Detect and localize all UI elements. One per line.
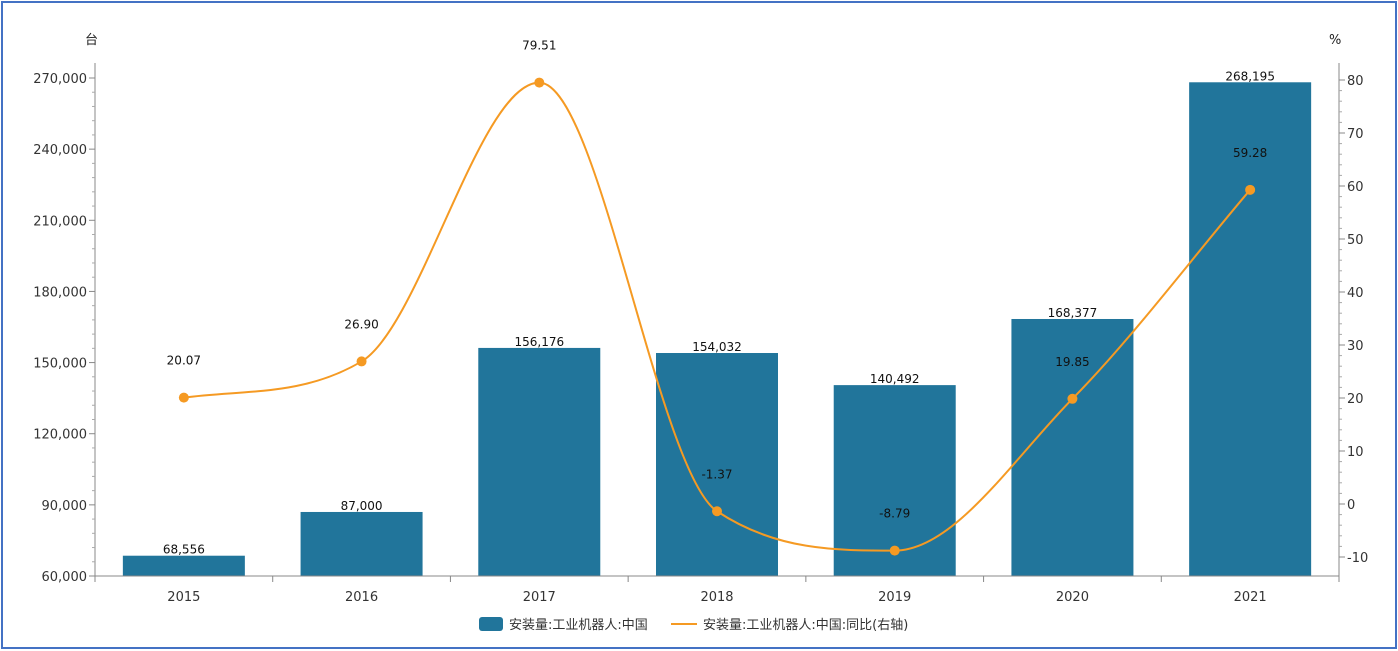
x-tick-label-2020: 2020: [1056, 590, 1089, 605]
x-tick-label-2018: 2018: [700, 590, 733, 605]
yoy-label-2021: 59.28: [1233, 146, 1267, 160]
right-tick-label: 60: [1347, 180, 1364, 195]
left-axis-unit: 台: [85, 33, 98, 48]
x-tick-label-2017: 2017: [523, 590, 556, 605]
bar-2021: [1189, 82, 1312, 576]
yoy-label-2017: 79.51: [522, 39, 556, 53]
legend-item-line[interactable]: 安装量:工业机器人:中国:同比(右轴): [671, 618, 908, 633]
left-tick-label: 180,000: [33, 285, 87, 300]
left-tick-label: 240,000: [33, 143, 87, 158]
x-tick-label-2019: 2019: [878, 590, 911, 605]
left-tick-label: 60,000: [42, 570, 88, 585]
right-tick-label: 50: [1347, 233, 1364, 248]
bar-label-2016: 87,000: [341, 499, 383, 513]
legend-label-line: 安装量:工业机器人:中国:同比(右轴): [703, 618, 908, 633]
yoy-label-2016: 26.90: [344, 317, 378, 331]
combo-chart: 台 % 68,556 87,000 156,176 154,032 140,492 168…: [33, 33, 1368, 633]
yoy-label-2018: -1.37: [701, 467, 732, 481]
x-tick-label-2015: 2015: [167, 590, 200, 605]
bar-label-2017: 156,176: [514, 335, 564, 349]
left-tick-label: 90,000: [42, 499, 88, 514]
right-tick-label: 30: [1347, 339, 1364, 354]
yoy-label-2020: 19.85: [1055, 355, 1089, 369]
right-tick-label: 80: [1347, 74, 1364, 89]
legend-label-bar: 安装量:工业机器人:中国: [509, 618, 648, 633]
yoy-label-2015: 20.07: [167, 354, 201, 368]
yoy-point-2021: [1245, 184, 1256, 195]
bar-2015: [122, 555, 245, 576]
legend: 安装量:工业机器人:中国 安装量:工业机器人:中国:同比(右轴): [479, 617, 908, 633]
bar-label-2021: 268,195: [1225, 69, 1275, 83]
left-tick-label: 270,000: [33, 72, 87, 87]
right-axis-unit: %: [1329, 33, 1341, 48]
right-tick-label: -10: [1347, 551, 1368, 566]
legend-swatch-bar: [479, 617, 503, 631]
right-tick-label: 70: [1347, 127, 1364, 142]
yoy-point-2016: [356, 356, 367, 367]
bar-label-2020: 168,377: [1048, 306, 1098, 320]
bar-2017: [478, 347, 601, 576]
bar-label-2019: 140,492: [870, 372, 920, 386]
bar-label-2018: 154,032: [692, 340, 742, 354]
bar-2016: [300, 511, 423, 576]
x-tick-label-2016: 2016: [345, 590, 378, 605]
right-tick-label: 0: [1347, 498, 1355, 513]
left-tick-label: 120,000: [33, 428, 87, 443]
legend-item-bar[interactable]: 安装量:工业机器人:中国: [479, 617, 648, 633]
bar-label-2015: 68,556: [163, 543, 205, 557]
yoy-point-2017: [534, 77, 545, 88]
yoy-point-2018: [712, 506, 722, 517]
right-tick-label: 40: [1347, 286, 1364, 301]
yoy-point-2015: [178, 392, 189, 403]
yoy-label-2019: -8.79: [879, 507, 910, 521]
x-tick-label-2021: 2021: [1234, 590, 1267, 605]
right-tick-label: 20: [1347, 392, 1364, 407]
right-tick-label: 10: [1347, 445, 1364, 460]
bar-2020: [1011, 318, 1134, 576]
bar-2019: [833, 385, 956, 576]
left-tick-label: 210,000: [33, 214, 87, 229]
left-tick-label: 150,000: [33, 357, 87, 372]
yoy-point-2019: [889, 545, 900, 556]
bar-2018: [656, 353, 778, 576]
yoy-point-2020: [1067, 393, 1078, 404]
